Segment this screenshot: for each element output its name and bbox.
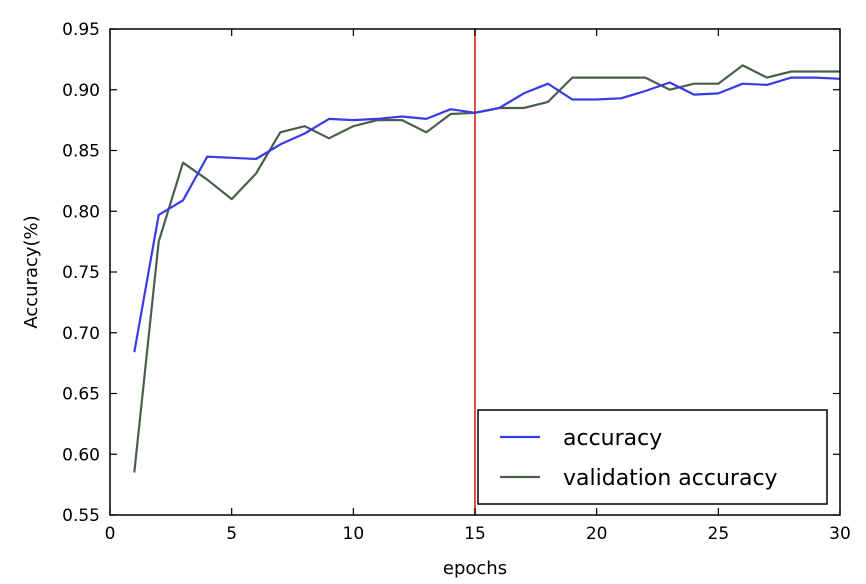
legend: accuracy validation accuracy [477,409,828,505]
plot-layer [133,29,841,515]
y-tick-label: 0.80 [62,202,100,222]
y-tick-label: 0.55 [62,506,100,526]
x-tick-label: 5 [226,524,237,544]
x-tick-label: 25 [708,524,730,544]
axes-layer: 0 5 10 15 20 25 30 0.55 0.60 0.65 0.70 0.75 0.80 0.85… [62,20,851,544]
legend-label: validation accuracy [563,466,778,491]
y-tick-label: 0.75 [62,263,100,283]
legend-box [477,409,828,505]
y-tick-label: 0.90 [62,81,100,101]
x-tick-label: 0 [105,524,116,544]
y-tick-label: 0.65 [62,385,100,405]
y-tick-label: 0.70 [62,324,100,344]
x-tick-label: 15 [464,524,486,544]
y-tick-label: 0.85 [62,142,100,162]
x-tick-label: 30 [829,524,851,544]
series-line-accuracy [133,76,841,353]
x-tick-label: 20 [586,524,608,544]
x-tick-label: 10 [343,524,365,544]
y-tick-label: 0.95 [62,20,100,40]
x-axis-label: epochs [443,558,507,579]
y-tick-label: 0.60 [62,445,100,465]
legend-label: accuracy [563,426,662,451]
y-axis-label: Accuracy(%) [21,215,42,328]
